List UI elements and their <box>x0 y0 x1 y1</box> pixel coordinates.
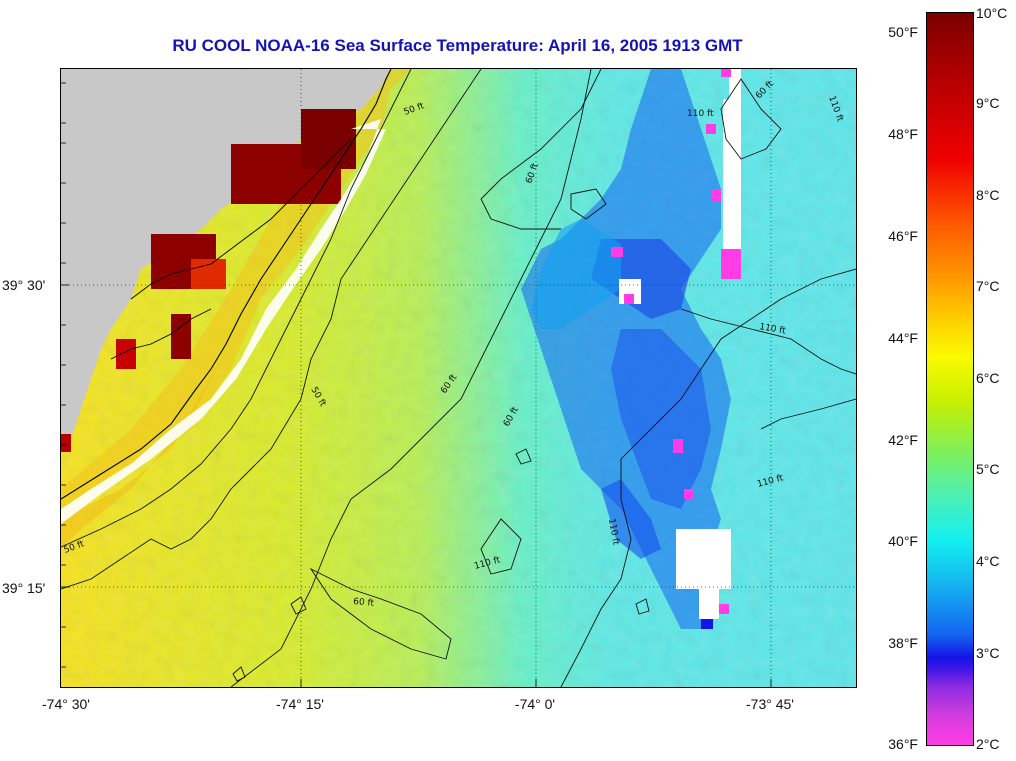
colorbar-celsius-label: 2°C <box>976 736 1000 752</box>
colorbar-celsius-label: 8°C <box>976 187 1000 203</box>
isobath-110ft-loop <box>480 518 522 575</box>
longitude-label: -74° 0' <box>514 696 556 712</box>
inlet-warm-patch <box>171 314 191 359</box>
map-title: RU COOL NOAA-16 Sea Surface Temperature:… <box>172 36 743 55</box>
cold-branch-southwest <box>601 479 661 559</box>
colorbar-fahrenheit-label: 44°F <box>888 330 918 346</box>
colorbar-celsius-label: 9°C <box>976 95 1000 111</box>
temperature-colorbar <box>926 12 974 746</box>
colorbar-celsius-label: 3°C <box>976 645 1000 661</box>
contour-label: 110 ft <box>687 109 714 119</box>
estuary-warm-patch-2 <box>191 259 226 289</box>
isobath-shoal <box>570 188 607 220</box>
cold-pixel-6 <box>673 439 683 453</box>
isobath-shoal-4 <box>635 598 650 615</box>
isobath-60ft-loop <box>309 567 452 660</box>
cold-branch-west <box>531 219 621 329</box>
colorbar-fahrenheit-label: 38°F <box>888 635 918 651</box>
contour-label: 60 ft <box>353 597 375 609</box>
colorbar-celsius-label: 6°C <box>976 370 1000 386</box>
colorbar-fahrenheit-label: 36°F <box>888 736 918 752</box>
isobath-110ft-3 <box>760 398 856 430</box>
contour-label: 110 ft <box>606 518 621 546</box>
colorbar-celsius-label: 7°C <box>976 278 1000 294</box>
isobath-shoal-5 <box>232 666 246 682</box>
colorbar-celsius-label: 4°C <box>976 553 1000 569</box>
bay-shoreline <box>130 138 352 300</box>
coastline <box>61 69 392 500</box>
colorbar-fahrenheit-label: 42°F <box>888 432 918 448</box>
inlet-warm-patch-3 <box>61 434 71 452</box>
cold-pixel-2 <box>624 294 634 304</box>
contour-label: 110 ft <box>758 322 786 337</box>
cold-pixel <box>611 247 623 257</box>
colorbar-celsius-label: 10°C <box>976 5 1008 21</box>
cold-pixel-8 <box>721 69 731 77</box>
bay-warm-patch-2 <box>301 109 356 169</box>
sst-map: 50 ft 50 ft 50 ft 60 ft 60 ft 60 ft 60 f… <box>60 68 857 688</box>
cloud-patch-3 <box>676 529 731 589</box>
colorbar-fahrenheit-label: 40°F <box>888 533 918 549</box>
colorbar-celsius-label: 5°C <box>976 461 1000 477</box>
cloud-patch-4 <box>699 589 719 619</box>
latitude-label: 39° 30' <box>2 277 46 293</box>
inlet-warm-patch-2 <box>116 339 136 369</box>
inlet-shoreline <box>110 308 212 360</box>
cold-pixel-3 <box>706 124 716 134</box>
bottom-axis-ticks <box>300 679 772 687</box>
sst-map-canvas: 50 ft 50 ft 50 ft 60 ft 60 ft 60 ft 60 f… <box>61 69 856 687</box>
cold-pixel-9 <box>719 604 729 614</box>
isobath-60ft <box>61 69 482 590</box>
colorbar-fahrenheit-label: 50°F <box>888 24 918 40</box>
left-axis-ticks <box>61 82 69 668</box>
isobath-60ft-2 <box>230 69 592 687</box>
cold-pixel-4 <box>711 189 721 201</box>
isobath-shoal-2 <box>515 448 532 465</box>
land-area <box>61 69 391 449</box>
colorbar-fahrenheit-label: 48°F <box>888 126 918 142</box>
isobath-110ft-2 <box>680 308 856 375</box>
cold-pixel-7 <box>684 489 694 499</box>
cold-pixel-5 <box>721 249 741 279</box>
isobath-110ft-loop-2 <box>720 78 782 160</box>
latitude-label: 39° 15' <box>2 580 46 596</box>
isobath-shoal-3 <box>290 596 307 615</box>
longitude-label: -73° 45' <box>746 696 794 712</box>
cloud-patch-2 <box>723 99 741 269</box>
longitude-label: -74° 30' <box>42 696 90 712</box>
isobath-50ft <box>61 69 412 548</box>
colorbar-fahrenheit-label: 46°F <box>888 228 918 244</box>
longitude-label: -74° 15' <box>276 696 324 712</box>
cloud-patch <box>729 69 741 99</box>
cold-pixel-10 <box>701 619 713 629</box>
isobath-80ft <box>480 69 602 230</box>
